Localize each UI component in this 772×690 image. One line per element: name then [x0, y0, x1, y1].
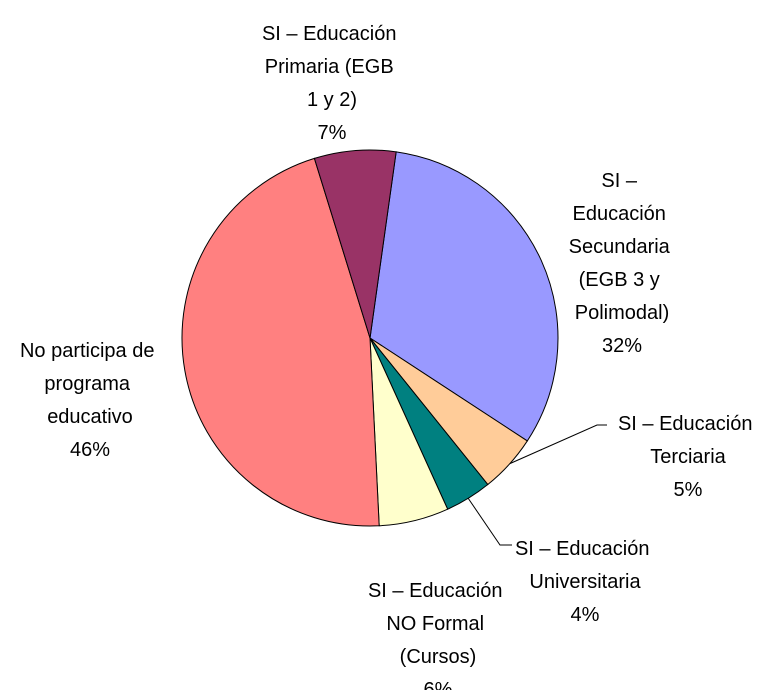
label-line: Universitaria — [529, 571, 641, 593]
label-line: Primaria (EGB — [265, 56, 399, 78]
pie-slice — [181, 157, 380, 527]
label-line: SI – Educación — [262, 23, 402, 45]
value-label: 32% — [602, 335, 642, 357]
value-label: 5% — [674, 479, 703, 501]
slice-label: SI – Educación Universitaria — [515, 538, 655, 593]
label-line: NO Formal — [386, 613, 489, 635]
pie-slice — [313, 149, 397, 339]
value-label: 4% — [571, 604, 600, 626]
value-label: 6% — [424, 679, 453, 690]
value-label: 46% — [70, 439, 110, 461]
slice-label: No participa de programa educativo — [20, 340, 160, 428]
label-line: SI – Educación — [368, 580, 508, 602]
label-line: No participa de — [20, 340, 160, 362]
label-line: SI – Educación — [618, 413, 758, 435]
label-line: Terciaria — [650, 446, 726, 468]
leader-line — [508, 424, 607, 465]
label-line: SI – Educación — [515, 538, 655, 560]
slice-label: SI – Educación NO Formal (Cursos) — [368, 580, 508, 668]
label-line: (Cursos) — [400, 646, 477, 668]
label-line: educativo — [47, 406, 133, 428]
label-line: (EGB 3 y — [579, 269, 666, 291]
label-line: Secundaria — [569, 236, 676, 258]
slice-label: SI – Educación Secundaria (EGB 3 y Polim… — [569, 170, 676, 324]
label-line: programa — [44, 373, 135, 395]
slice-label: SI – Educación Primaria (EGB 1 y 2) — [262, 23, 402, 111]
label-line: SI – — [601, 170, 642, 192]
label-line: Educación — [573, 203, 672, 225]
slice-label: SI – Educación Terciaria — [618, 413, 758, 468]
label-line: Polimodal) — [575, 302, 669, 324]
leader-line — [467, 497, 512, 546]
label-line: 1 y 2) — [307, 89, 357, 111]
value-label: 7% — [318, 122, 347, 144]
